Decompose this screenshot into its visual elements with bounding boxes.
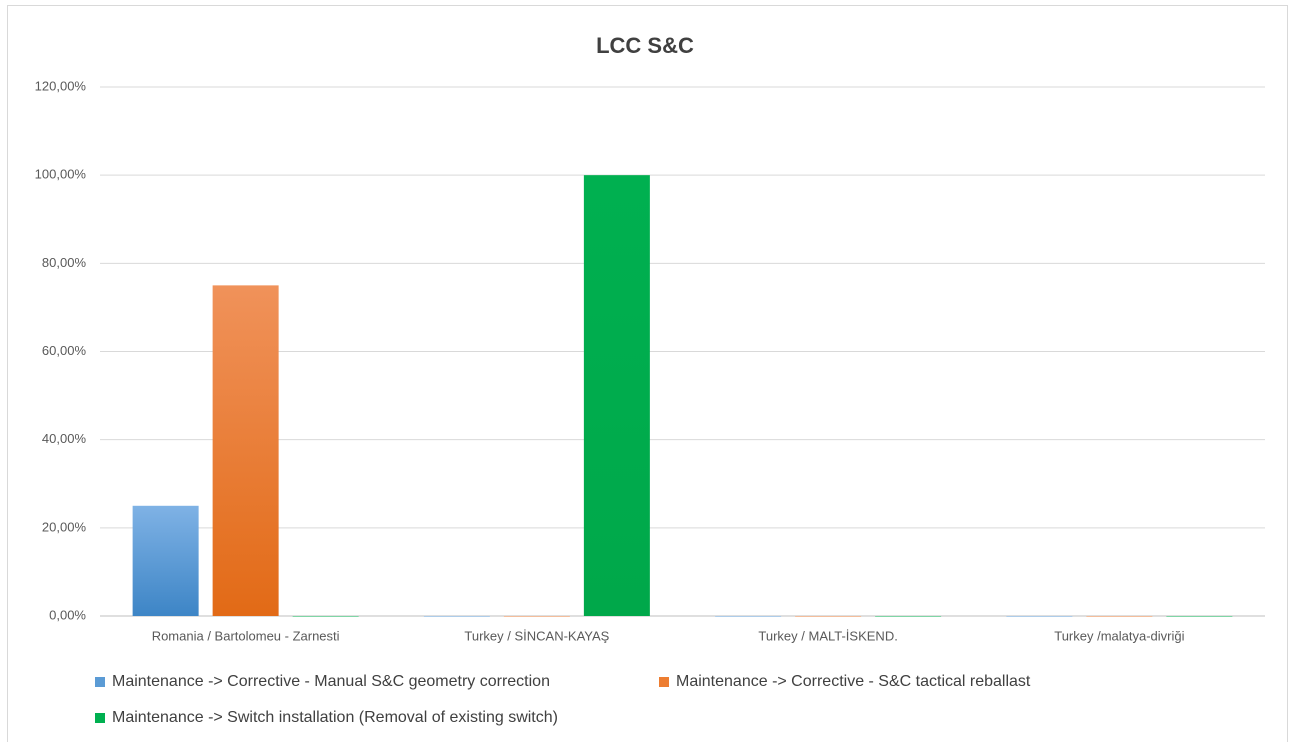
y-tick-label: 120,00% xyxy=(35,78,87,93)
bar xyxy=(212,285,279,616)
y-tick-label: 80,00% xyxy=(42,255,87,270)
y-tick-label: 100,00% xyxy=(35,167,87,182)
bar xyxy=(1006,616,1073,617)
x-tick-label: Turkey /malatya-divriği xyxy=(1054,628,1184,643)
bar xyxy=(1166,616,1233,617)
legend-swatch xyxy=(95,677,105,687)
bar xyxy=(132,505,199,616)
legend-label: Maintenance -> Corrective - S&C tactical… xyxy=(676,673,1031,690)
bar xyxy=(292,616,359,617)
y-tick-label: 60,00% xyxy=(42,343,87,358)
x-tick-label: Turkey / MALT-İSKEND. xyxy=(758,628,897,643)
x-tick-label: Romania / Bartolomeu - Zarnesti xyxy=(152,628,340,643)
legend-label: Maintenance -> Switch installation (Remo… xyxy=(112,709,558,726)
bar xyxy=(1086,616,1153,617)
legend-label: Maintenance -> Corrective - Manual S&C g… xyxy=(112,673,550,690)
bar xyxy=(875,616,942,617)
bar xyxy=(715,616,782,617)
y-tick-label: 20,00% xyxy=(42,519,87,534)
chart-title: LCC S&C xyxy=(596,33,694,58)
y-tick-label: 0,00% xyxy=(49,607,86,622)
bar xyxy=(423,616,490,617)
legend-swatch xyxy=(95,713,105,723)
bar xyxy=(503,616,570,617)
bar xyxy=(583,175,650,616)
bar xyxy=(795,616,862,617)
y-tick-label: 40,00% xyxy=(42,431,87,446)
legend-swatch xyxy=(659,677,669,687)
x-tick-label: Turkey / SİNCAN-KAYAŞ xyxy=(464,628,609,643)
